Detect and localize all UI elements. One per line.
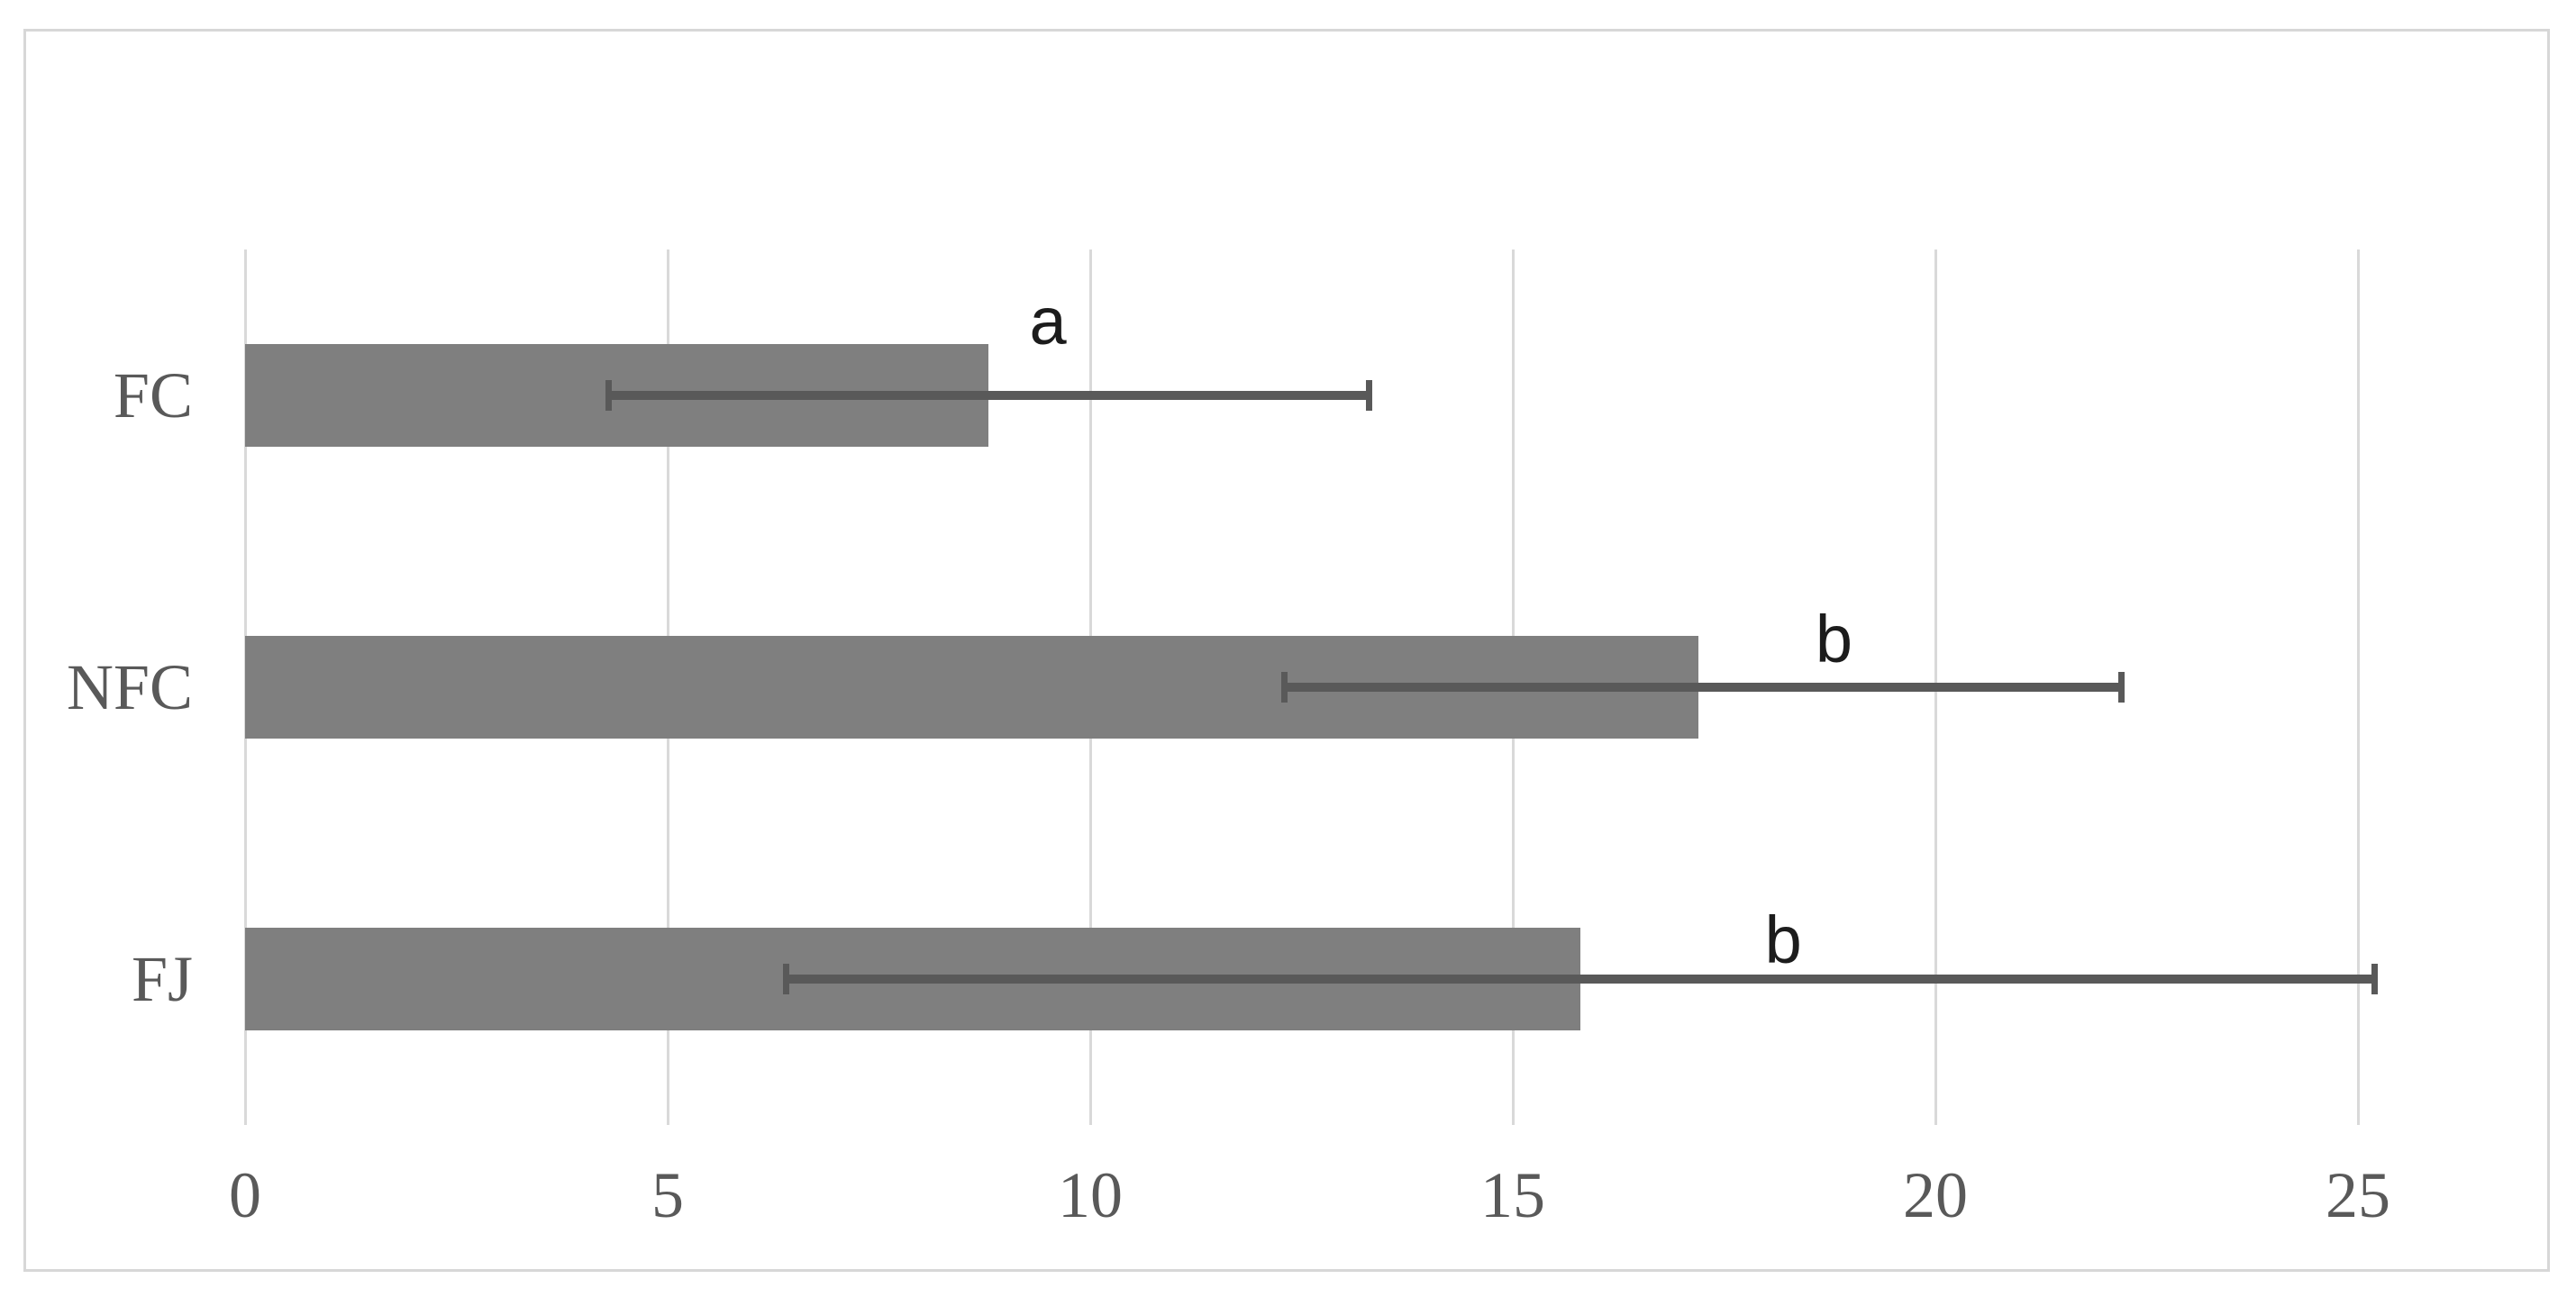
error-bar-cap-low xyxy=(605,380,612,411)
chart-area-border xyxy=(23,29,2550,1272)
x-tick-label: 5 xyxy=(651,1159,684,1231)
significance-letter: a xyxy=(1029,284,1067,358)
error-bar-line xyxy=(786,975,2375,984)
x-tick-label: 0 xyxy=(229,1159,261,1231)
x-tick-label: 10 xyxy=(1058,1159,1123,1231)
category-label-fc: FC xyxy=(113,359,193,431)
x-tick-label: 25 xyxy=(2326,1159,2390,1231)
error-bar-cap-high xyxy=(1366,380,1373,411)
error-bar-cap-high xyxy=(2371,964,2379,994)
x-tick-label: 15 xyxy=(1480,1159,1545,1231)
x-gridline xyxy=(2357,249,2360,1125)
error-bar-line xyxy=(608,391,1370,400)
category-label-fj: FJ xyxy=(131,943,193,1015)
error-bar-cap-low xyxy=(1281,672,1288,703)
error-bar-cap-high xyxy=(2117,672,2125,703)
category-label-nfc: NFC xyxy=(66,651,193,723)
significance-letter: b xyxy=(1764,902,1802,977)
significance-letter: b xyxy=(1815,602,1853,676)
x-tick-label: 20 xyxy=(1903,1159,1968,1231)
error-bar-line xyxy=(1284,683,2122,692)
error-bar-cap-low xyxy=(782,964,789,994)
